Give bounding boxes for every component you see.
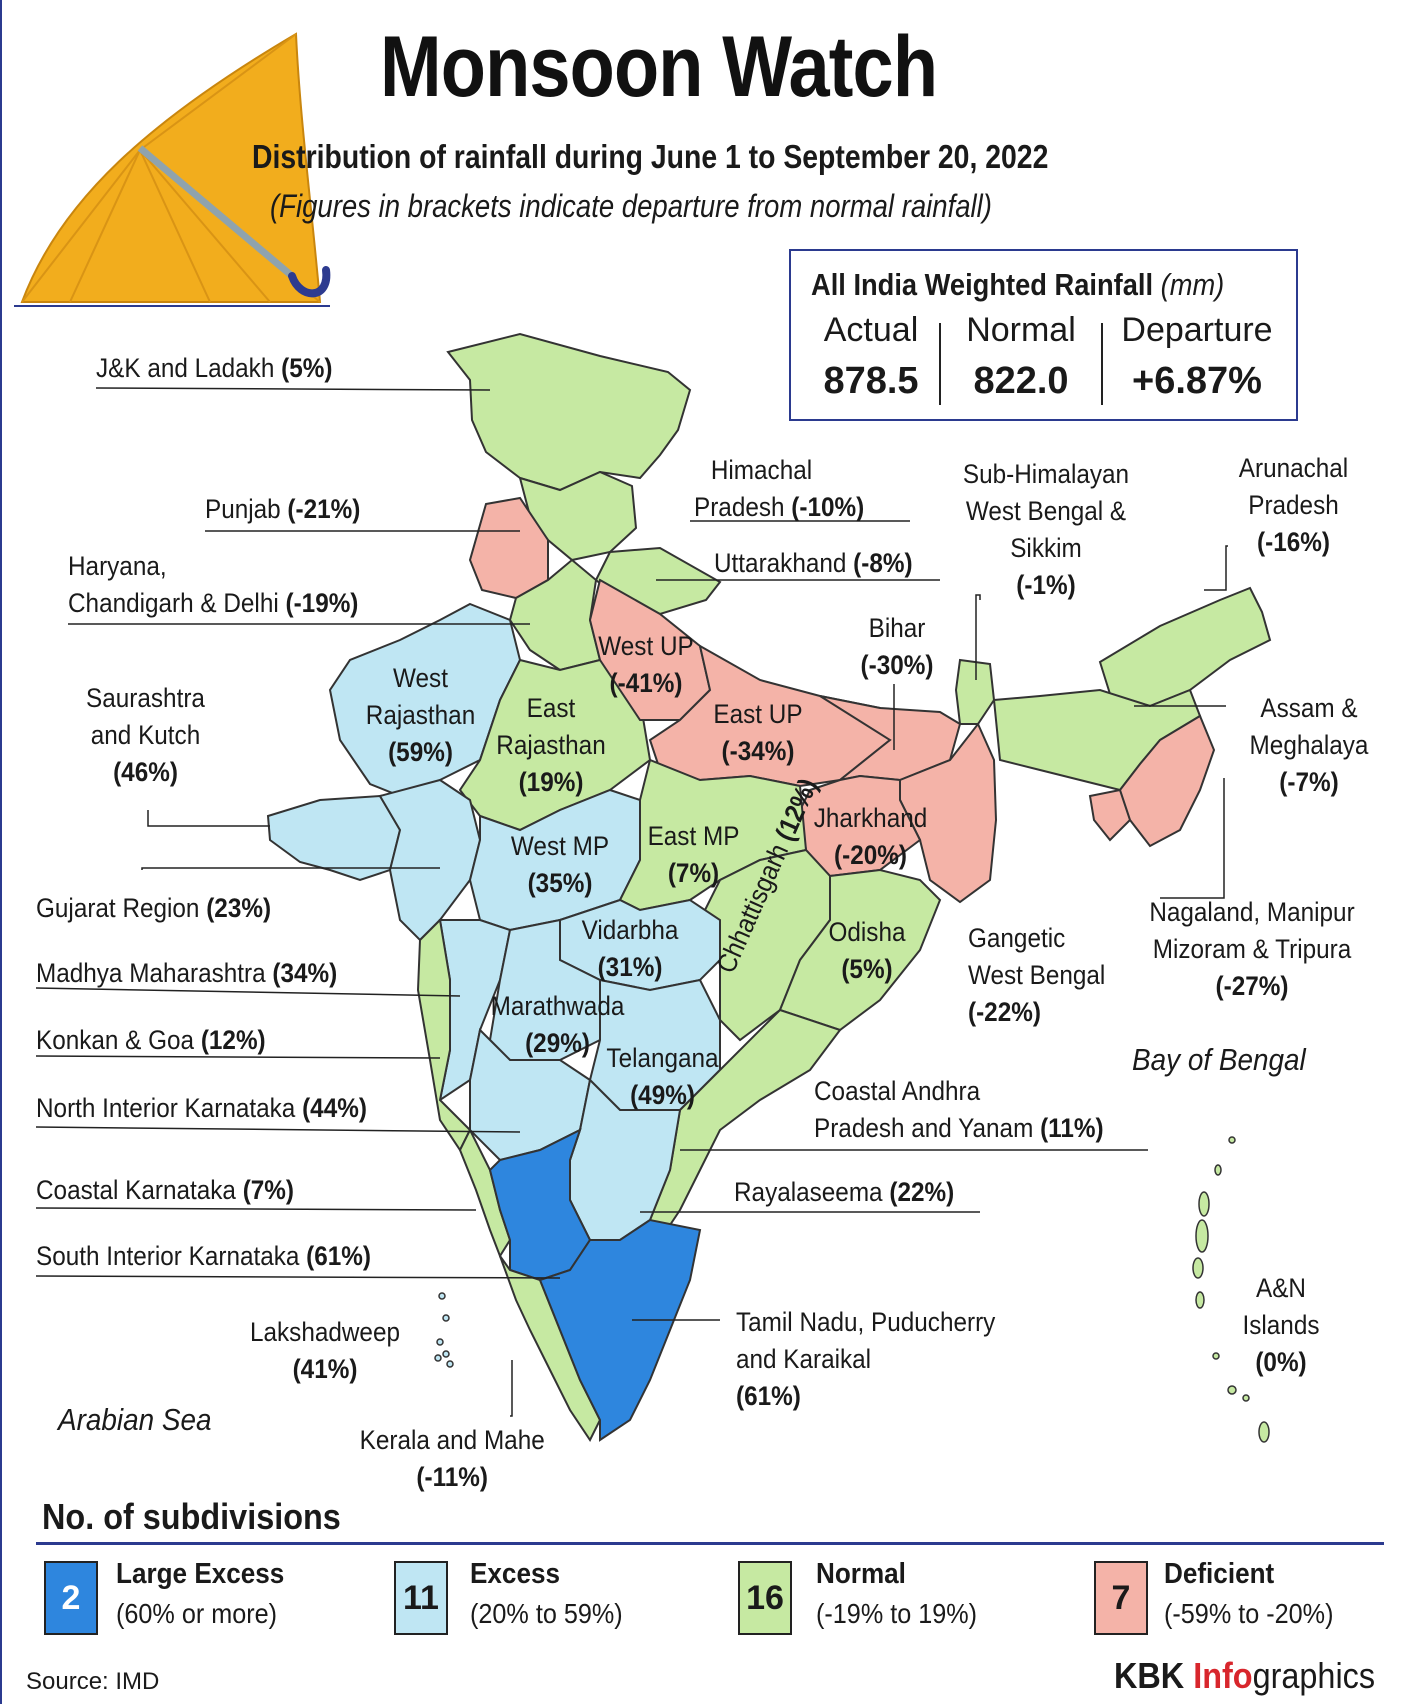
label-marathwada: Marathwada (29%) bbox=[490, 991, 625, 1058]
page-title: Monsoon Watch bbox=[380, 19, 938, 115]
label-haryana: Haryana, Chandigarh & Delhi (-19%) bbox=[68, 551, 359, 618]
normal-value: 822.0 bbox=[973, 360, 1069, 402]
label-tamil-nadu: Tamil Nadu, Puducherry and Karaikal (61%) bbox=[736, 1307, 996, 1411]
region-nagaland-manipur bbox=[1088, 714, 1216, 848]
legend-large-excess-range: (60% or more) bbox=[116, 1598, 278, 1629]
legend-normal-range: (-19% to 19%) bbox=[816, 1598, 978, 1629]
lakshadweep-islands bbox=[434, 1292, 454, 1368]
legend-excess-range: (20% to 59%) bbox=[470, 1598, 623, 1629]
region-tamil-nadu bbox=[538, 1218, 702, 1442]
label-bihar: Bihar (-30%) bbox=[860, 613, 934, 680]
rainfall-divider bbox=[1101, 323, 1103, 405]
rainfall-divider bbox=[939, 323, 941, 405]
region-sub-himalayan-wb bbox=[954, 658, 996, 725]
region-odisha bbox=[778, 868, 942, 1032]
legend-deficient-count: 7 bbox=[1094, 1561, 1148, 1635]
label-east-up: East UP (-34%) bbox=[713, 699, 803, 766]
source-note: Source: IMD bbox=[26, 1668, 160, 1695]
region-gujarat bbox=[378, 778, 482, 942]
actual-value: 878.5 bbox=[823, 360, 919, 402]
label-uttarakhand: Uttarakhand (-8%) bbox=[714, 548, 913, 578]
bracket-note: (Figures in brackets indicate departure … bbox=[270, 188, 992, 224]
region-west-up bbox=[588, 578, 712, 721]
label-madhya-maharashtra: Madhya Maharashtra (34%) bbox=[36, 958, 338, 988]
label-east-rajasthan: East Rajasthan (19%) bbox=[496, 693, 606, 797]
legend-excess-count: 11 bbox=[394, 1561, 448, 1635]
region-arunachal bbox=[1098, 586, 1272, 708]
all-india-rainfall-box: All India Weighted Rainfall (mm) Actual … bbox=[789, 249, 1298, 421]
label-arunachal: Arunachal Pradesh (-16%) bbox=[1238, 453, 1349, 557]
label-andaman-nicobar: A&N Islands (0%) bbox=[1242, 1273, 1320, 1377]
label-west-mp: West MP (35%) bbox=[510, 831, 610, 898]
legend-normal-name: Normal bbox=[816, 1558, 906, 1590]
label-vidarbha: Vidarbha (31%) bbox=[581, 915, 679, 982]
label-rayalaseema: Rayalaseema (22%) bbox=[734, 1177, 955, 1207]
label-coastal-karnataka: Coastal Karnataka (7%) bbox=[36, 1175, 295, 1205]
label-konkan-goa: Konkan & Goa (12%) bbox=[36, 1025, 266, 1055]
departure-value: +6.87% bbox=[1132, 360, 1262, 402]
label-sub-himalayan-wb: Sub-Himalayan West Bengal & Sikkim (-1%) bbox=[962, 459, 1130, 600]
legend-title: No. of subdivisions bbox=[42, 1496, 341, 1537]
departure-column: Departure +6.87% bbox=[1111, 311, 1283, 403]
region-saurashtra-kutch bbox=[266, 794, 402, 882]
subtitle: Distribution of rainfall during June 1 t… bbox=[252, 138, 1049, 175]
label-himachal: Himachal Pradesh (-10%) bbox=[694, 455, 865, 522]
region-marathwada bbox=[488, 918, 601, 1061]
leader-lines bbox=[35, 387, 1228, 1417]
label-jk: J&K and Ladakh (5%) bbox=[96, 353, 333, 383]
normal-label: Normal bbox=[966, 311, 1076, 349]
label-gujarat: Gujarat Region (23%) bbox=[36, 893, 272, 923]
label-lakshadweep: Lakshadweep (41%) bbox=[250, 1317, 400, 1384]
andaman-nicobar-islands bbox=[1192, 1136, 1270, 1443]
label-arabian-sea: Arabian Sea bbox=[58, 1402, 212, 1437]
left-frame-rule bbox=[0, 0, 2, 1704]
legend-large-excess-name: Large Excess bbox=[116, 1558, 285, 1590]
legend-rule bbox=[36, 1542, 1384, 1545]
label-telangana: Telangana (49%) bbox=[606, 1043, 719, 1110]
rainfall-box-heading: All India Weighted Rainfall (mm) bbox=[811, 267, 1225, 302]
label-odisha: Odisha (5%) bbox=[828, 917, 906, 984]
label-west-rajasthan: West Rajasthan (59%) bbox=[365, 663, 476, 767]
label-west-up: West UP (-41%) bbox=[598, 631, 694, 698]
actual-label: Actual bbox=[823, 311, 919, 349]
label-gangetic-wb: Gangetic West Bengal (-22%) bbox=[968, 923, 1106, 1027]
label-bay-of-bengal: Bay of Bengal bbox=[1132, 1042, 1306, 1077]
label-assam-meghalaya: Assam & Meghalaya (-7%) bbox=[1249, 693, 1369, 797]
legend-deficient-name: Deficient bbox=[1164, 1558, 1275, 1590]
legend-deficient-range: (-59% to -20%) bbox=[1164, 1598, 1334, 1629]
legend-large-excess-count: 2 bbox=[44, 1561, 98, 1635]
label-jharkhand: Jharkhand (-20%) bbox=[813, 803, 928, 870]
label-east-mp: East MP (7%) bbox=[647, 821, 740, 888]
normal-column: Normal 822.0 bbox=[951, 311, 1091, 403]
label-punjab: Punjab (-21%) bbox=[205, 494, 361, 524]
label-kerala: Kerala and Mahe (-11%) bbox=[359, 1425, 545, 1492]
umbrella-icon bbox=[14, 32, 331, 307]
label-north-interior-karnataka: North Interior Karnataka (44%) bbox=[36, 1093, 367, 1123]
actual-column: Actual 878.5 bbox=[811, 311, 931, 403]
label-saurashtra-kutch: Saurashtra and Kutch (46%) bbox=[86, 683, 205, 787]
region-jk bbox=[446, 332, 692, 492]
credit-logo: KBK Infographics bbox=[1114, 1655, 1376, 1696]
legend-normal-count: 16 bbox=[738, 1561, 792, 1635]
label-coastal-andhra: Coastal Andhra Pradesh and Yanam (11%) bbox=[814, 1076, 1104, 1143]
label-south-interior-karnataka: South Interior Karnataka (61%) bbox=[36, 1241, 372, 1271]
departure-label: Departure bbox=[1121, 311, 1273, 349]
legend-excess-name: Excess bbox=[470, 1558, 560, 1590]
label-ne-states: Nagaland, Manipur Mizoram & Tripura (-27%) bbox=[1149, 897, 1355, 1001]
